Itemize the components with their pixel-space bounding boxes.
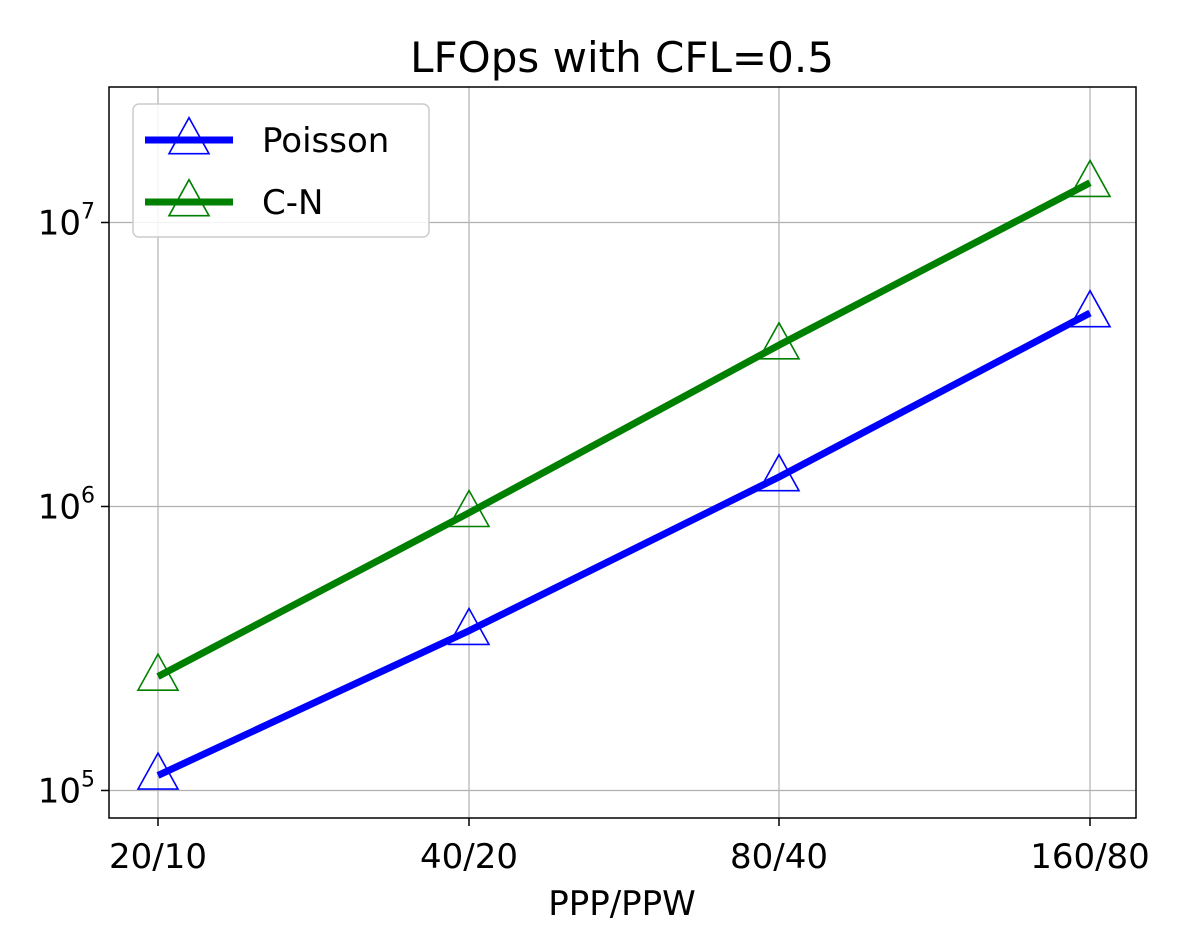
x-tick-label: 160/80 — [1030, 837, 1150, 877]
x-ticks: 20/10 40/20 80/40 160/80 — [109, 818, 1150, 877]
x-axis-label: PPP/PPW — [548, 884, 696, 924]
x-tick-label: 20/10 — [109, 837, 207, 877]
legend: Poisson C-N — [132, 103, 430, 238]
series-lines — [156, 179, 1092, 779]
y-tick-label: 107 — [38, 199, 95, 243]
data-point-marker — [757, 453, 801, 492]
x-tick-label: 80/40 — [730, 837, 828, 877]
series-markers — [136, 158, 1112, 790]
data-point-marker — [757, 321, 801, 360]
y-tick-label: 105 — [38, 767, 95, 811]
data-point-marker — [447, 488, 491, 528]
legend-label-1: C-N — [262, 183, 323, 223]
chart-title: LFOps with CFL=0.5 — [410, 33, 834, 82]
data-point-marker — [1068, 158, 1112, 198]
y-tick-label: 106 — [38, 483, 95, 527]
data-point-marker — [136, 652, 180, 691]
legend-marker-0 — [167, 116, 211, 155]
series-line-1 — [156, 179, 1092, 680]
legend-label-0: Poisson — [262, 121, 389, 161]
legend-marker-1 — [167, 178, 211, 217]
x-tick-label: 40/20 — [420, 837, 518, 877]
series-line-0 — [156, 309, 1092, 779]
data-point-marker — [447, 606, 491, 646]
data-point-marker — [136, 751, 180, 790]
y-ticks: 105 106 107 — [38, 199, 109, 811]
data-point-marker — [1068, 289, 1112, 328]
plot-frame — [108, 86, 1137, 819]
